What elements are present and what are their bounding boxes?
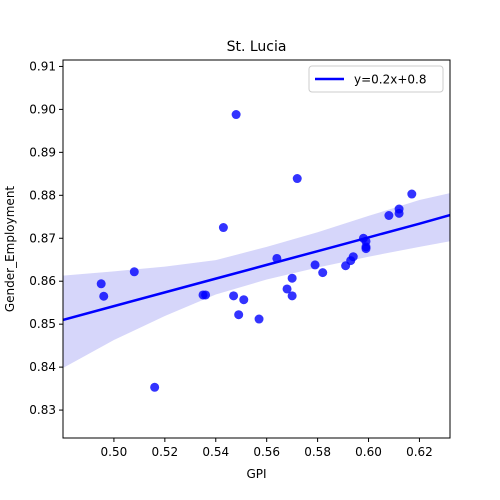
y-tick-label: 0.90 bbox=[29, 102, 56, 116]
chart-title: St. Lucia bbox=[227, 39, 287, 55]
data-point bbox=[201, 290, 210, 299]
data-point bbox=[349, 252, 358, 261]
data-point bbox=[311, 260, 320, 269]
data-point bbox=[97, 279, 106, 288]
x-tick-label: 0.54 bbox=[202, 445, 229, 459]
x-tick-label: 0.60 bbox=[355, 445, 382, 459]
data-point bbox=[361, 244, 370, 253]
y-tick-label: 0.89 bbox=[29, 145, 56, 159]
y-tick-label: 0.85 bbox=[29, 317, 56, 331]
data-point bbox=[255, 315, 264, 324]
data-point bbox=[407, 190, 416, 199]
data-point bbox=[239, 295, 248, 304]
y-tick-label: 0.91 bbox=[29, 59, 56, 73]
y-tick-label: 0.87 bbox=[29, 231, 56, 245]
data-point bbox=[99, 292, 108, 301]
data-point bbox=[234, 310, 243, 319]
data-point bbox=[272, 254, 281, 263]
x-tick-label: 0.62 bbox=[406, 445, 433, 459]
y-tick-label: 0.83 bbox=[29, 403, 56, 417]
data-point bbox=[232, 110, 241, 119]
data-point bbox=[395, 209, 404, 218]
data-point bbox=[219, 223, 228, 232]
legend: y=0.2x+0.8 bbox=[309, 66, 443, 92]
x-tick-label: 0.58 bbox=[304, 445, 331, 459]
data-point bbox=[318, 268, 327, 277]
y-tick-label: 0.88 bbox=[29, 188, 56, 202]
data-point bbox=[229, 291, 238, 300]
x-axis-label: GPI bbox=[246, 467, 266, 481]
legend-label: y=0.2x+0.8 bbox=[354, 73, 426, 87]
x-tick-label: 0.52 bbox=[151, 445, 178, 459]
y-axis-label: Gender_Employment bbox=[3, 186, 17, 313]
data-point bbox=[150, 383, 159, 392]
data-point bbox=[288, 291, 297, 300]
y-tick-label: 0.84 bbox=[29, 360, 56, 374]
data-point bbox=[293, 174, 302, 183]
data-point bbox=[130, 267, 139, 276]
x-tick-label: 0.56 bbox=[253, 445, 280, 459]
data-point bbox=[384, 211, 393, 220]
data-point bbox=[288, 274, 297, 283]
y-tick-label: 0.86 bbox=[29, 274, 56, 288]
plot-area bbox=[63, 60, 450, 438]
x-tick-label: 0.50 bbox=[101, 445, 128, 459]
